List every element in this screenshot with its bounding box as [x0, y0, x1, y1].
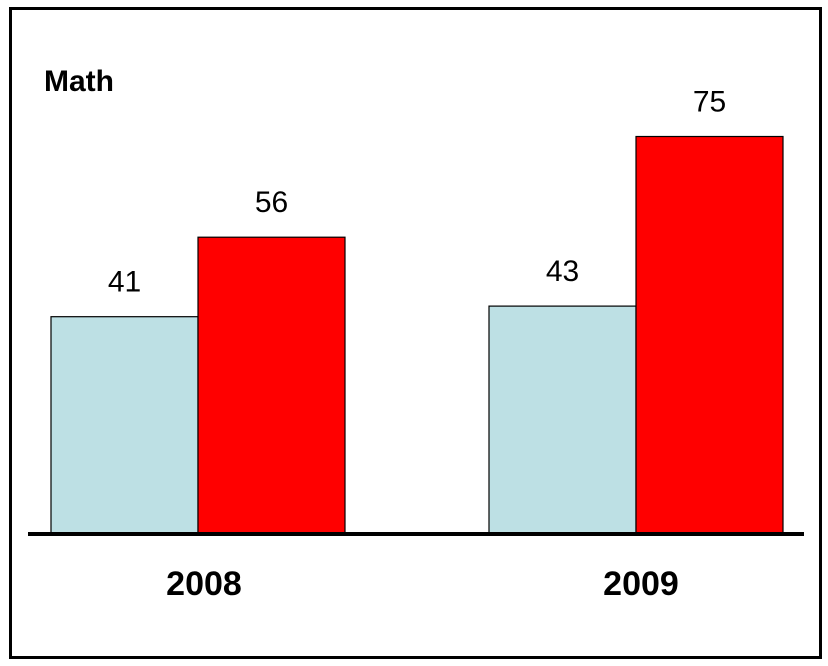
value-label-2009-series-1: 43 — [546, 255, 579, 288]
value-label-2008-series-2: 56 — [255, 186, 288, 219]
value-labels-layer: 41 56 43 75 — [108, 86, 726, 299]
chart-title: Math — [44, 65, 114, 98]
value-label-2008-series-1: 41 — [108, 266, 141, 299]
bar-2008-series-2 — [197, 236, 346, 535]
category-labels-layer: 2008 2009 — [166, 565, 679, 603]
category-label-2008: 2008 — [166, 565, 242, 603]
value-label-2009-series-2: 75 — [693, 86, 726, 119]
category-label-2009: 2009 — [603, 565, 679, 603]
bar-2009-series-2 — [635, 135, 784, 535]
bar-2009-series-1 — [488, 305, 637, 535]
bar-2008-series-1 — [50, 316, 199, 535]
bars-layer — [50, 135, 784, 535]
